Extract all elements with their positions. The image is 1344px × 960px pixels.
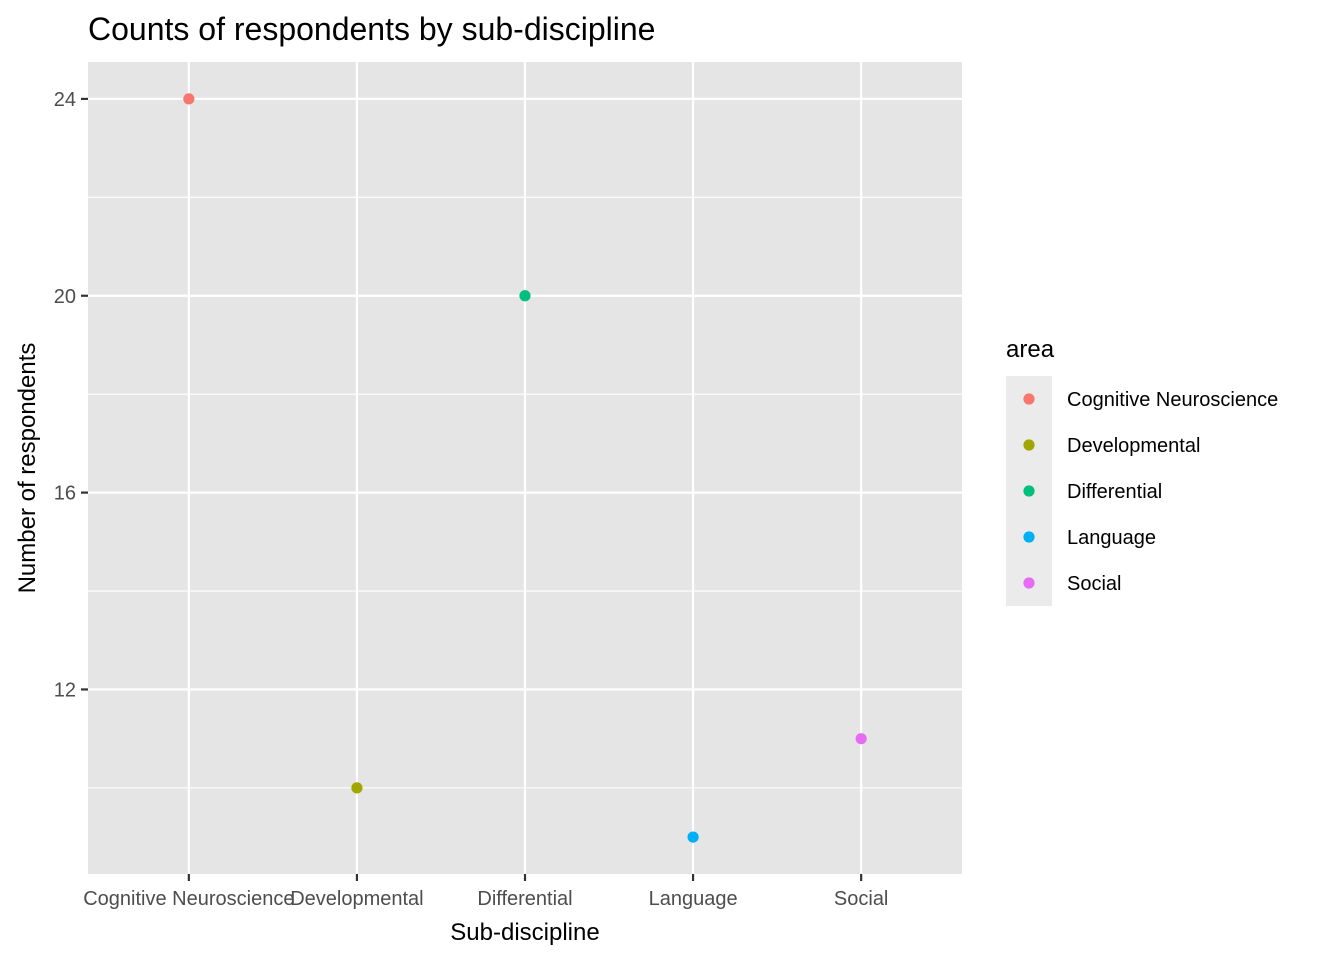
y-axis-title: Number of respondents (14, 343, 41, 594)
data-point (351, 782, 363, 794)
y-tick-label: 20 (54, 286, 76, 308)
legend-label: Cognitive Neuroscience (1067, 389, 1278, 411)
data-points (183, 93, 867, 843)
legend-label: Differential (1067, 481, 1162, 503)
y-tick-label: 12 (54, 679, 76, 701)
data-point (855, 733, 867, 745)
data-point (183, 93, 195, 105)
data-point (519, 290, 531, 302)
legend-key-dot (1023, 439, 1035, 451)
x-tick-label: Developmental (290, 888, 423, 910)
legend-label: Developmental (1067, 435, 1200, 457)
legend-key-dot (1023, 485, 1035, 497)
legend: area Cognitive Neuroscience Developmental… (1006, 336, 1278, 606)
x-axis-title: Sub-discipline (450, 919, 599, 946)
data-point (687, 831, 699, 843)
y-tick-label: 24 (54, 89, 76, 111)
legend-label: Social (1067, 573, 1121, 595)
legend-key-dot (1023, 531, 1035, 543)
legend-key-dot (1023, 577, 1035, 589)
y-axis: 12 16 20 24 (54, 89, 88, 701)
grid-lines (88, 62, 962, 874)
x-tick-label: Differential (477, 888, 572, 910)
chart-title: Counts of respondents by sub-discipline (88, 11, 655, 47)
x-tick-label: Social (834, 888, 888, 910)
legend-title: area (1006, 336, 1055, 363)
legend-label: Language (1067, 527, 1156, 549)
y-tick-label: 16 (54, 483, 76, 505)
x-tick-label: Language (649, 888, 738, 910)
x-tick-label: Cognitive Neuroscience (83, 888, 294, 910)
legend-key-dot (1023, 393, 1035, 405)
